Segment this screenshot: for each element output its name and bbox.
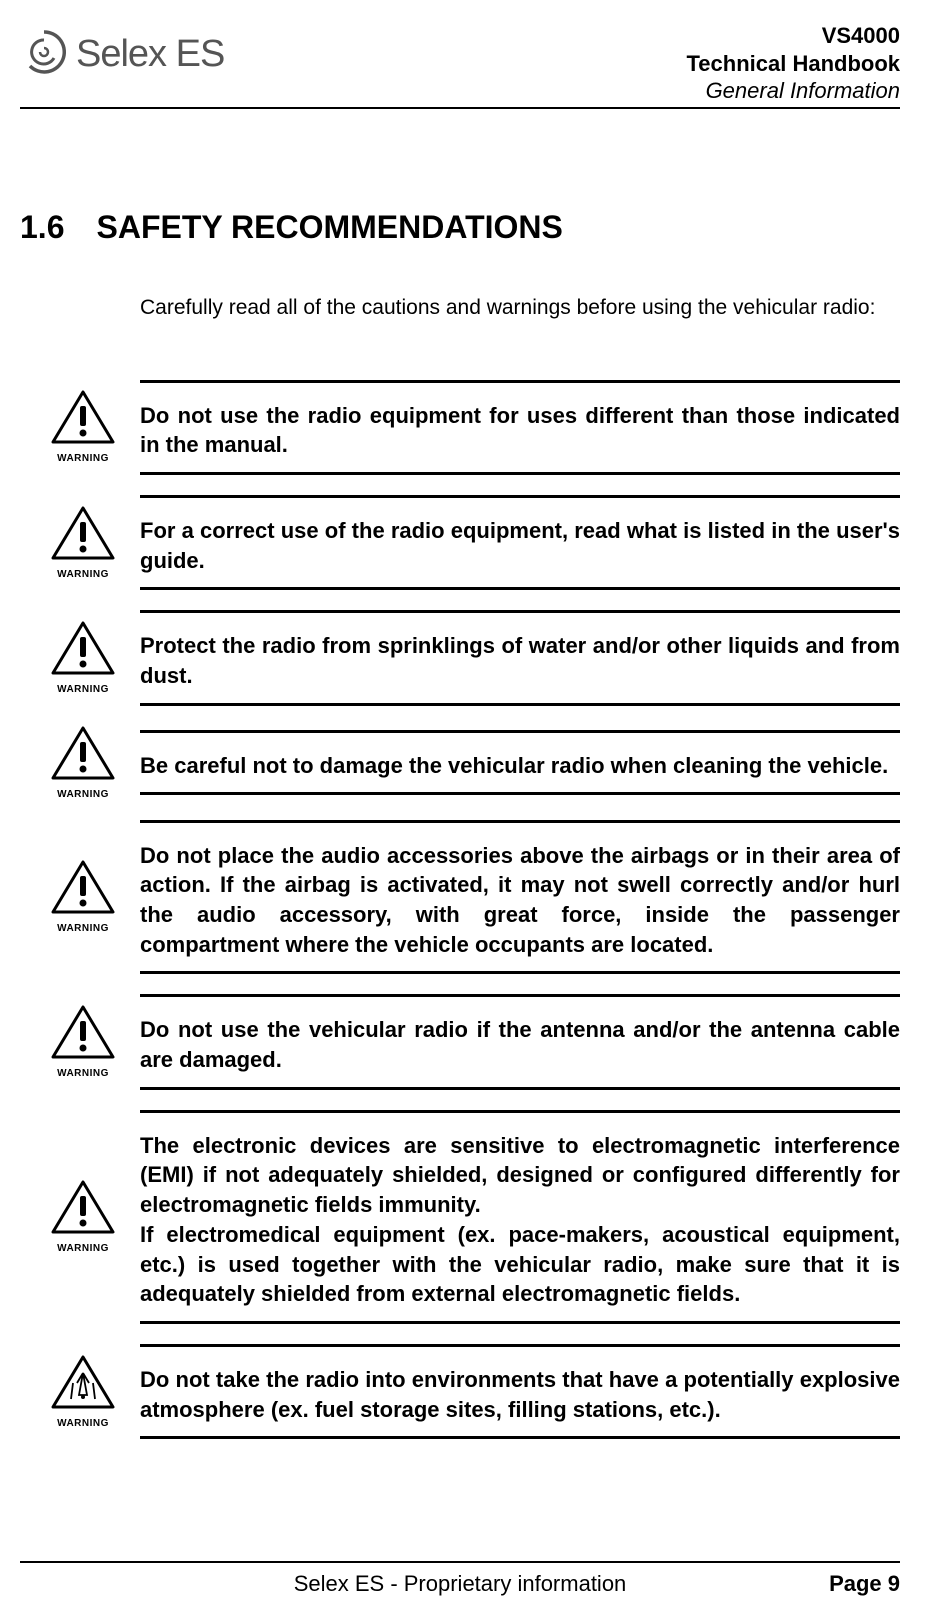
logo-text: Selex ES (76, 33, 224, 76)
warning-row: WARNING Do not use the vehicular radio if… (44, 994, 900, 1089)
warning-label: WARNING (44, 453, 122, 464)
warning-row: WARNING Protect the radio from sprinkling… (44, 610, 900, 705)
section-title: SAFETY RECOMMENDATIONS (96, 209, 562, 246)
warning-label: WARNING (44, 1243, 122, 1254)
warning-label: WARNING (44, 684, 122, 695)
warning-icon: WARNING (44, 1355, 122, 1429)
page-header: Selex ES VS4000 Technical Handbook Gener… (20, 20, 900, 109)
product-name: VS4000 (686, 22, 900, 50)
warning-icon: WARNING (44, 1180, 122, 1254)
warning-text: Be careful not to damage the vehicular r… (140, 730, 900, 796)
page-footer: Selex ES - Proprietary information Page … (20, 1561, 900, 1597)
logo-swirl-icon (20, 28, 68, 81)
warning-text: For a correct use of the radio equipment… (140, 495, 900, 590)
header-right: VS4000 Technical Handbook General Inform… (686, 20, 900, 105)
warning-text: Do not place the audio accessories above… (140, 820, 900, 975)
warning-icon: WARNING (44, 506, 122, 580)
warning-text: Do not use the vehicular radio if the an… (140, 994, 900, 1089)
warning-row: WARNING Be careful not to damage the vehi… (44, 726, 900, 800)
warning-text: Do not use the radio equipment for uses … (140, 380, 900, 475)
logo-area: Selex ES (20, 20, 224, 81)
warning-icon: WARNING (44, 860, 122, 934)
warning-row: WARNING Do not take the radio into enviro… (44, 1344, 900, 1439)
footer-center: Selex ES - Proprietary information (294, 1571, 627, 1597)
section-number: 1.6 (20, 209, 64, 246)
doc-title: Technical Handbook (686, 50, 900, 78)
footer-page: Page 9 (829, 1571, 900, 1597)
warning-label: WARNING (44, 1068, 122, 1079)
warning-text: The electronic devices are sensitive to … (140, 1110, 900, 1324)
warning-text: Do not take the radio into environments … (140, 1344, 900, 1439)
warning-row: WARNING Do not use the radio equipment fo… (44, 380, 900, 475)
warning-label: WARNING (44, 1418, 122, 1429)
warning-icon: WARNING (44, 1005, 122, 1079)
warning-label: WARNING (44, 789, 122, 800)
section-heading: 1.6 SAFETY RECOMMENDATIONS (20, 209, 900, 246)
warning-text: Protect the radio from sprinklings of wa… (140, 610, 900, 705)
warning-icon: WARNING (44, 390, 122, 464)
warning-label: WARNING (44, 569, 122, 580)
warning-row: WARNING Do not place the audio accessorie… (44, 820, 900, 975)
warning-icon: WARNING (44, 621, 122, 695)
warning-row: WARNING The electronic devices are sensit… (44, 1110, 900, 1324)
warning-label: WARNING (44, 923, 122, 934)
warning-row: WARNING For a correct use of the radio eq… (44, 495, 900, 590)
section-intro: Carefully read all of the cautions and w… (140, 296, 900, 320)
warning-icon: WARNING (44, 726, 122, 800)
warnings-list: WARNING Do not use the radio equipment fo… (20, 380, 900, 1440)
header-subtitle: General Information (686, 77, 900, 105)
